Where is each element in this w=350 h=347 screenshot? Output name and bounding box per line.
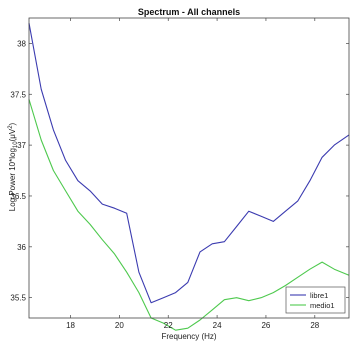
series-line-medio1: [28, 99, 350, 331]
y-axis-label-main: Log Power 10*log: [8, 148, 17, 211]
plot-lines: [28, 23, 350, 331]
y-axis-label-sub: 10: [13, 141, 19, 148]
y-axis-label-sup: 2: [8, 125, 14, 129]
x-tick-label: 28: [310, 321, 319, 330]
x-tick-label: 22: [164, 321, 173, 330]
chart-title: Spectrum - All channels: [138, 7, 240, 17]
plot-area: [28, 17, 350, 319]
x-axis-label: Frequency (Hz): [161, 332, 216, 341]
y-tick-label: 36.5: [10, 192, 26, 201]
y-tick-label: 38: [17, 39, 26, 48]
legend-box: [285, 286, 346, 314]
x-tick-label: 26: [261, 321, 270, 330]
legend-label-libre1: libre1: [310, 291, 328, 300]
x-tick-labels: 18 20 22 24 26 28: [66, 321, 320, 330]
legend-label-medio1: medio1: [310, 301, 335, 310]
x-tick-label: 18: [66, 321, 75, 330]
y-tick-labels: 35.5 36 36.5 37 37.5 38: [10, 39, 26, 302]
y-axis-label-close: ): [8, 122, 17, 125]
y-tick-label: 36: [17, 243, 26, 252]
y-axis-label: Log Power 10*log10(μV2): [8, 122, 19, 211]
y-tick-label: 35.5: [10, 294, 26, 303]
x-tick-label: 24: [213, 321, 222, 330]
x-tick-label: 20: [115, 321, 124, 330]
tick-marks: [29, 18, 349, 318]
y-tick-label: 37.5: [10, 90, 26, 99]
y-axis-label-unit: (μV: [8, 128, 17, 141]
y-tick-label: 37: [17, 141, 26, 150]
series-line-libre1: [28, 23, 350, 304]
